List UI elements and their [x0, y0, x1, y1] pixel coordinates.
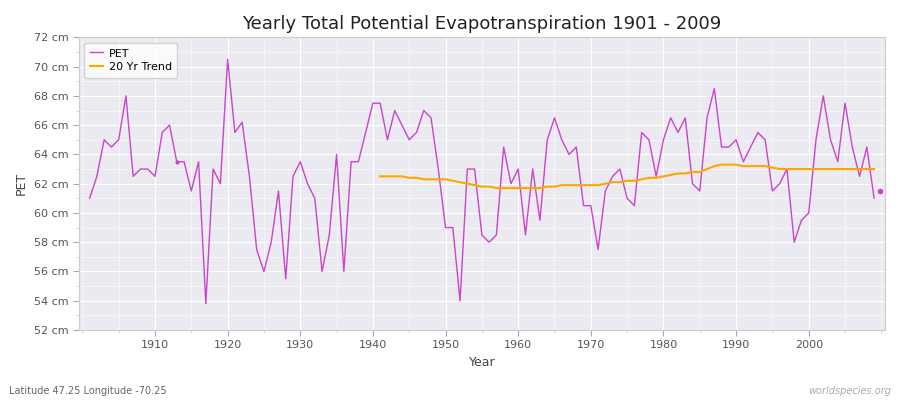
PET [527, 167, 538, 172]
20 Yr Trend [491, 186, 502, 190]
Text: worldspecies.org: worldspecies.org [808, 386, 891, 396]
20 Yr Trend [861, 167, 872, 172]
20 Yr Trend [454, 180, 465, 185]
PET [142, 167, 153, 172]
Line: PET: PET [90, 59, 874, 304]
20 Yr Trend [868, 167, 879, 172]
Text: Latitude 47.25 Longitude -70.25: Latitude 47.25 Longitude -70.25 [9, 386, 166, 396]
20 Yr Trend [716, 162, 727, 167]
PET [360, 130, 371, 135]
20 Yr Trend [665, 172, 676, 177]
PET [317, 269, 328, 274]
Line: 20 Yr Trend: 20 Yr Trend [380, 165, 874, 188]
PET [520, 232, 531, 237]
20 Yr Trend [469, 183, 480, 188]
PET [201, 301, 212, 306]
Y-axis label: PET: PET [15, 172, 28, 195]
X-axis label: Year: Year [469, 356, 495, 369]
20 Yr Trend [411, 176, 422, 180]
Title: Yearly Total Potential Evapotranspiration 1901 - 2009: Yearly Total Potential Evapotranspiratio… [242, 15, 722, 33]
PET [222, 57, 233, 62]
PET [868, 196, 879, 201]
PET [615, 167, 626, 172]
20 Yr Trend [767, 165, 778, 170]
PET [85, 196, 95, 201]
20 Yr Trend [374, 174, 385, 179]
Legend: PET, 20 Yr Trend: PET, 20 Yr Trend [85, 43, 177, 78]
